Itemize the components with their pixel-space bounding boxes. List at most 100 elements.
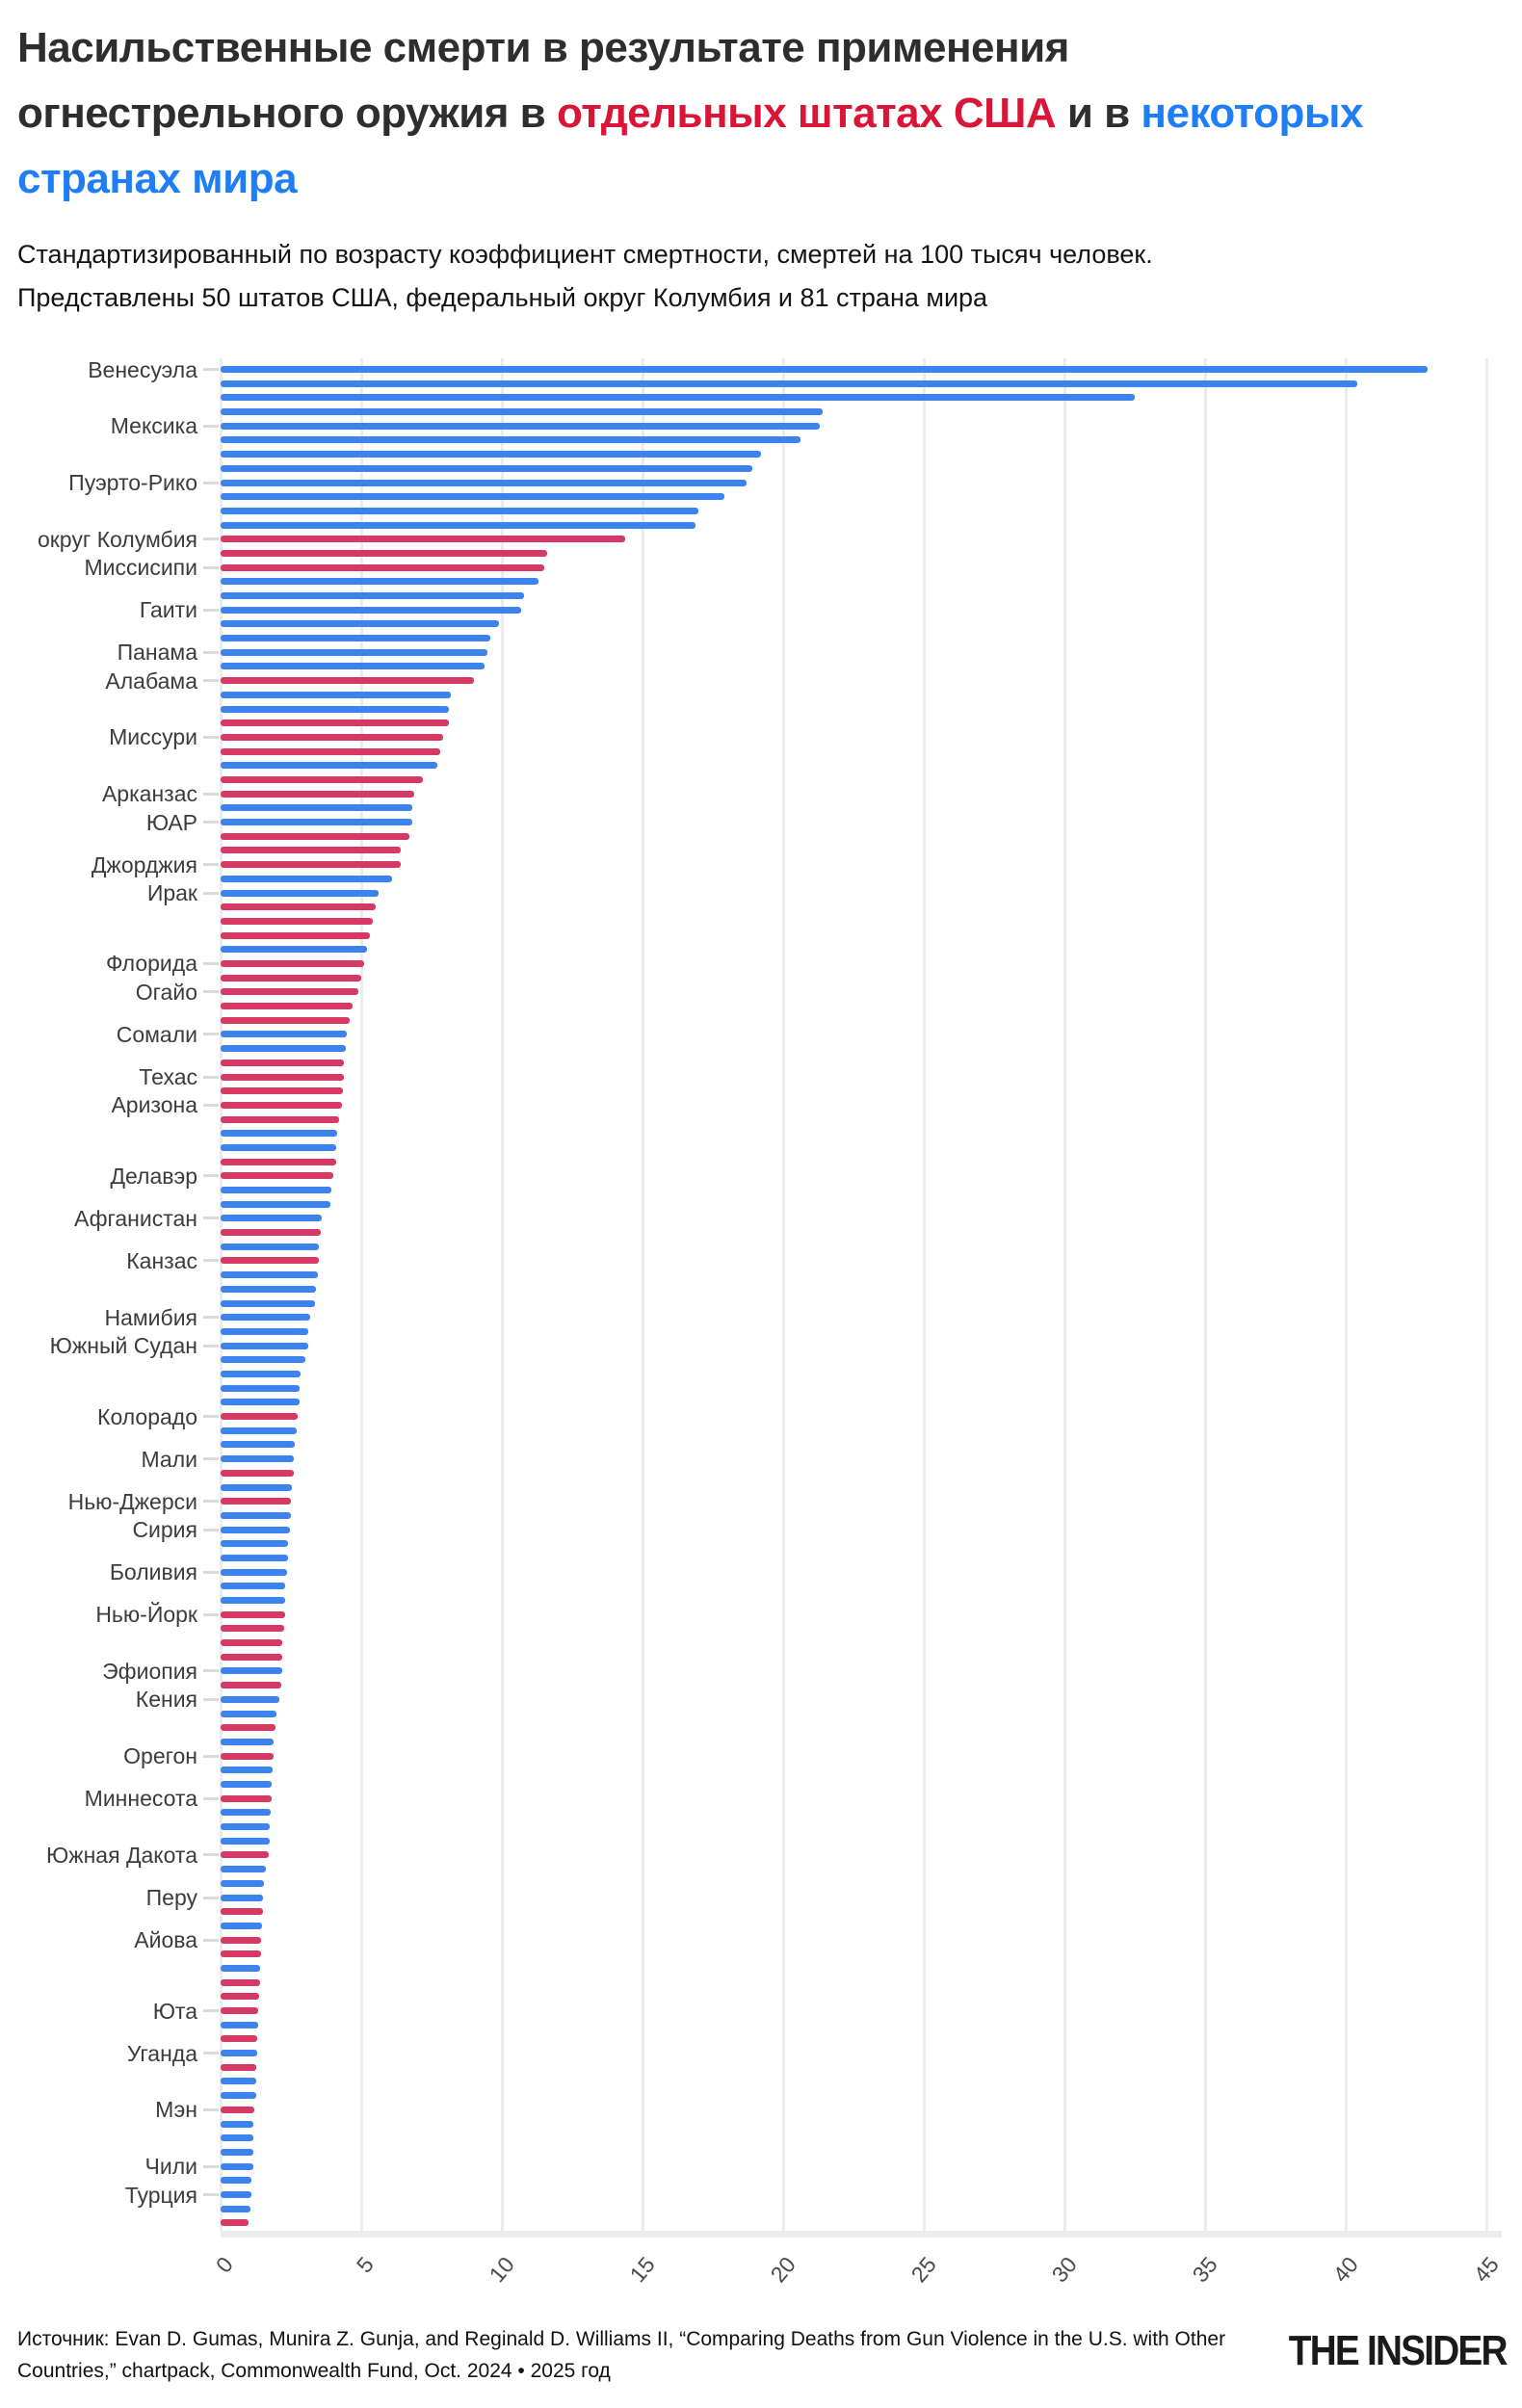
bar bbox=[221, 1243, 320, 1250]
bar bbox=[221, 1327, 308, 1335]
bar bbox=[221, 493, 724, 501]
bar bbox=[221, 1583, 286, 1590]
bar bbox=[221, 1866, 266, 1873]
row-label-tick bbox=[203, 1174, 219, 1178]
bar bbox=[221, 1229, 321, 1237]
bar bbox=[221, 776, 424, 783]
row-label: Намибия bbox=[104, 1304, 197, 1330]
bar bbox=[221, 2007, 259, 2015]
row-label-tick bbox=[203, 1669, 219, 1673]
bar bbox=[221, 2162, 253, 2170]
bar bbox=[221, 1498, 291, 1505]
bar bbox=[221, 1016, 351, 1024]
bar bbox=[221, 832, 409, 840]
row-label: Мали bbox=[141, 1446, 197, 1472]
bar bbox=[221, 1285, 317, 1293]
row-label: Миссисипи bbox=[84, 555, 197, 581]
row-label-tick bbox=[203, 821, 219, 824]
bar bbox=[221, 2106, 255, 2113]
x-axis-tick-label: 0 bbox=[210, 2252, 238, 2278]
bar bbox=[221, 1158, 336, 1165]
bar bbox=[221, 1342, 308, 1349]
bar bbox=[221, 1823, 271, 1831]
row-label-tick bbox=[203, 608, 219, 612]
bar bbox=[221, 1215, 323, 1222]
bar bbox=[221, 2092, 256, 2100]
bar bbox=[221, 1879, 265, 1887]
chart-subtitle: Стандартизированный по возрасту коэффици… bbox=[17, 233, 1507, 320]
row-label: Миннесота bbox=[84, 1786, 197, 1812]
bar bbox=[221, 1399, 300, 1406]
bar bbox=[221, 691, 452, 698]
row-label: Кения bbox=[135, 1687, 197, 1713]
row-label-tick bbox=[203, 1457, 219, 1461]
row-label: Панама bbox=[117, 640, 197, 666]
row-label: Сомали bbox=[116, 1021, 197, 1047]
bar bbox=[221, 1172, 333, 1180]
bar bbox=[221, 903, 376, 911]
row-label: Эфиопия bbox=[102, 1658, 197, 1684]
bar bbox=[221, 2148, 253, 2156]
row-label-tick bbox=[203, 792, 219, 796]
row-label-tick bbox=[203, 1344, 219, 1348]
row-label: Алабама bbox=[105, 667, 197, 694]
x-axis-baseline bbox=[221, 2231, 1502, 2238]
row-label: Гаити bbox=[139, 597, 197, 623]
bar bbox=[221, 1554, 289, 1561]
bar bbox=[221, 1908, 263, 1916]
row-label-tick bbox=[203, 1415, 219, 1419]
row-label-tick bbox=[203, 424, 219, 428]
row-label-tick bbox=[203, 1754, 219, 1758]
row-label: Аризона bbox=[111, 1092, 197, 1118]
row-label-tick bbox=[203, 2009, 219, 2013]
bar bbox=[221, 1710, 277, 1717]
bar bbox=[221, 1894, 263, 1901]
row-label-tick bbox=[203, 990, 219, 994]
bar bbox=[221, 422, 820, 430]
bar bbox=[221, 875, 393, 882]
bar bbox=[221, 1356, 305, 1364]
bar bbox=[221, 1101, 342, 1109]
row-label: Юта bbox=[152, 1998, 197, 2024]
title-highlight-countries: некоторых bbox=[1141, 90, 1363, 137]
row-label: Боливия bbox=[109, 1559, 197, 1585]
row-label-tick bbox=[203, 2107, 219, 2111]
bar bbox=[221, 1483, 293, 1491]
x-axis-tick-label: 40 bbox=[1327, 2252, 1363, 2288]
title-line-2-prefix: огнестрельного оружия в bbox=[17, 90, 557, 137]
bar bbox=[221, 1922, 263, 1929]
x-axis-tick-label: 20 bbox=[765, 2252, 800, 2288]
row-label: Сирия bbox=[132, 1517, 197, 1543]
row-label-tick bbox=[203, 961, 219, 965]
bar bbox=[221, 479, 748, 486]
bar bbox=[221, 507, 699, 514]
row-label-tick bbox=[203, 1796, 219, 1800]
row-label: Нью-Джерси bbox=[67, 1488, 197, 1514]
bar bbox=[221, 1469, 294, 1477]
row-label-tick bbox=[203, 1033, 219, 1036]
bar bbox=[221, 1370, 302, 1377]
bar bbox=[221, 366, 1428, 373]
chart-header: Насильственные смерти в результате приме… bbox=[17, 15, 1507, 320]
title-highlight-us-states: отдельных штатах США bbox=[556, 90, 1057, 137]
row-label-tick bbox=[203, 1612, 219, 1616]
gridline bbox=[641, 358, 644, 2231]
bar bbox=[221, 1964, 261, 1972]
bar bbox=[221, 1003, 354, 1010]
row-label-tick bbox=[203, 2052, 219, 2055]
bar bbox=[221, 847, 401, 854]
x-axis-tick-label: 5 bbox=[351, 2252, 379, 2278]
row-label: Южная Дакота bbox=[45, 1842, 197, 1868]
gridline bbox=[1203, 358, 1207, 2231]
bar bbox=[221, 1115, 339, 1123]
brand-logo: THE INSIDER bbox=[1289, 2327, 1509, 2374]
source-note: Источник: Evan D. Gumas, Munira Z. Gunja… bbox=[17, 2328, 1226, 2382]
row-label-tick bbox=[203, 1103, 219, 1107]
bar bbox=[221, 733, 443, 741]
row-label: Техас bbox=[139, 1064, 197, 1089]
subtitle-line-2: Представлены 50 штатов США, федеральный … bbox=[17, 283, 988, 312]
bar bbox=[221, 1526, 290, 1533]
x-axis-tick-label: 15 bbox=[624, 2252, 660, 2288]
bar bbox=[221, 705, 449, 713]
